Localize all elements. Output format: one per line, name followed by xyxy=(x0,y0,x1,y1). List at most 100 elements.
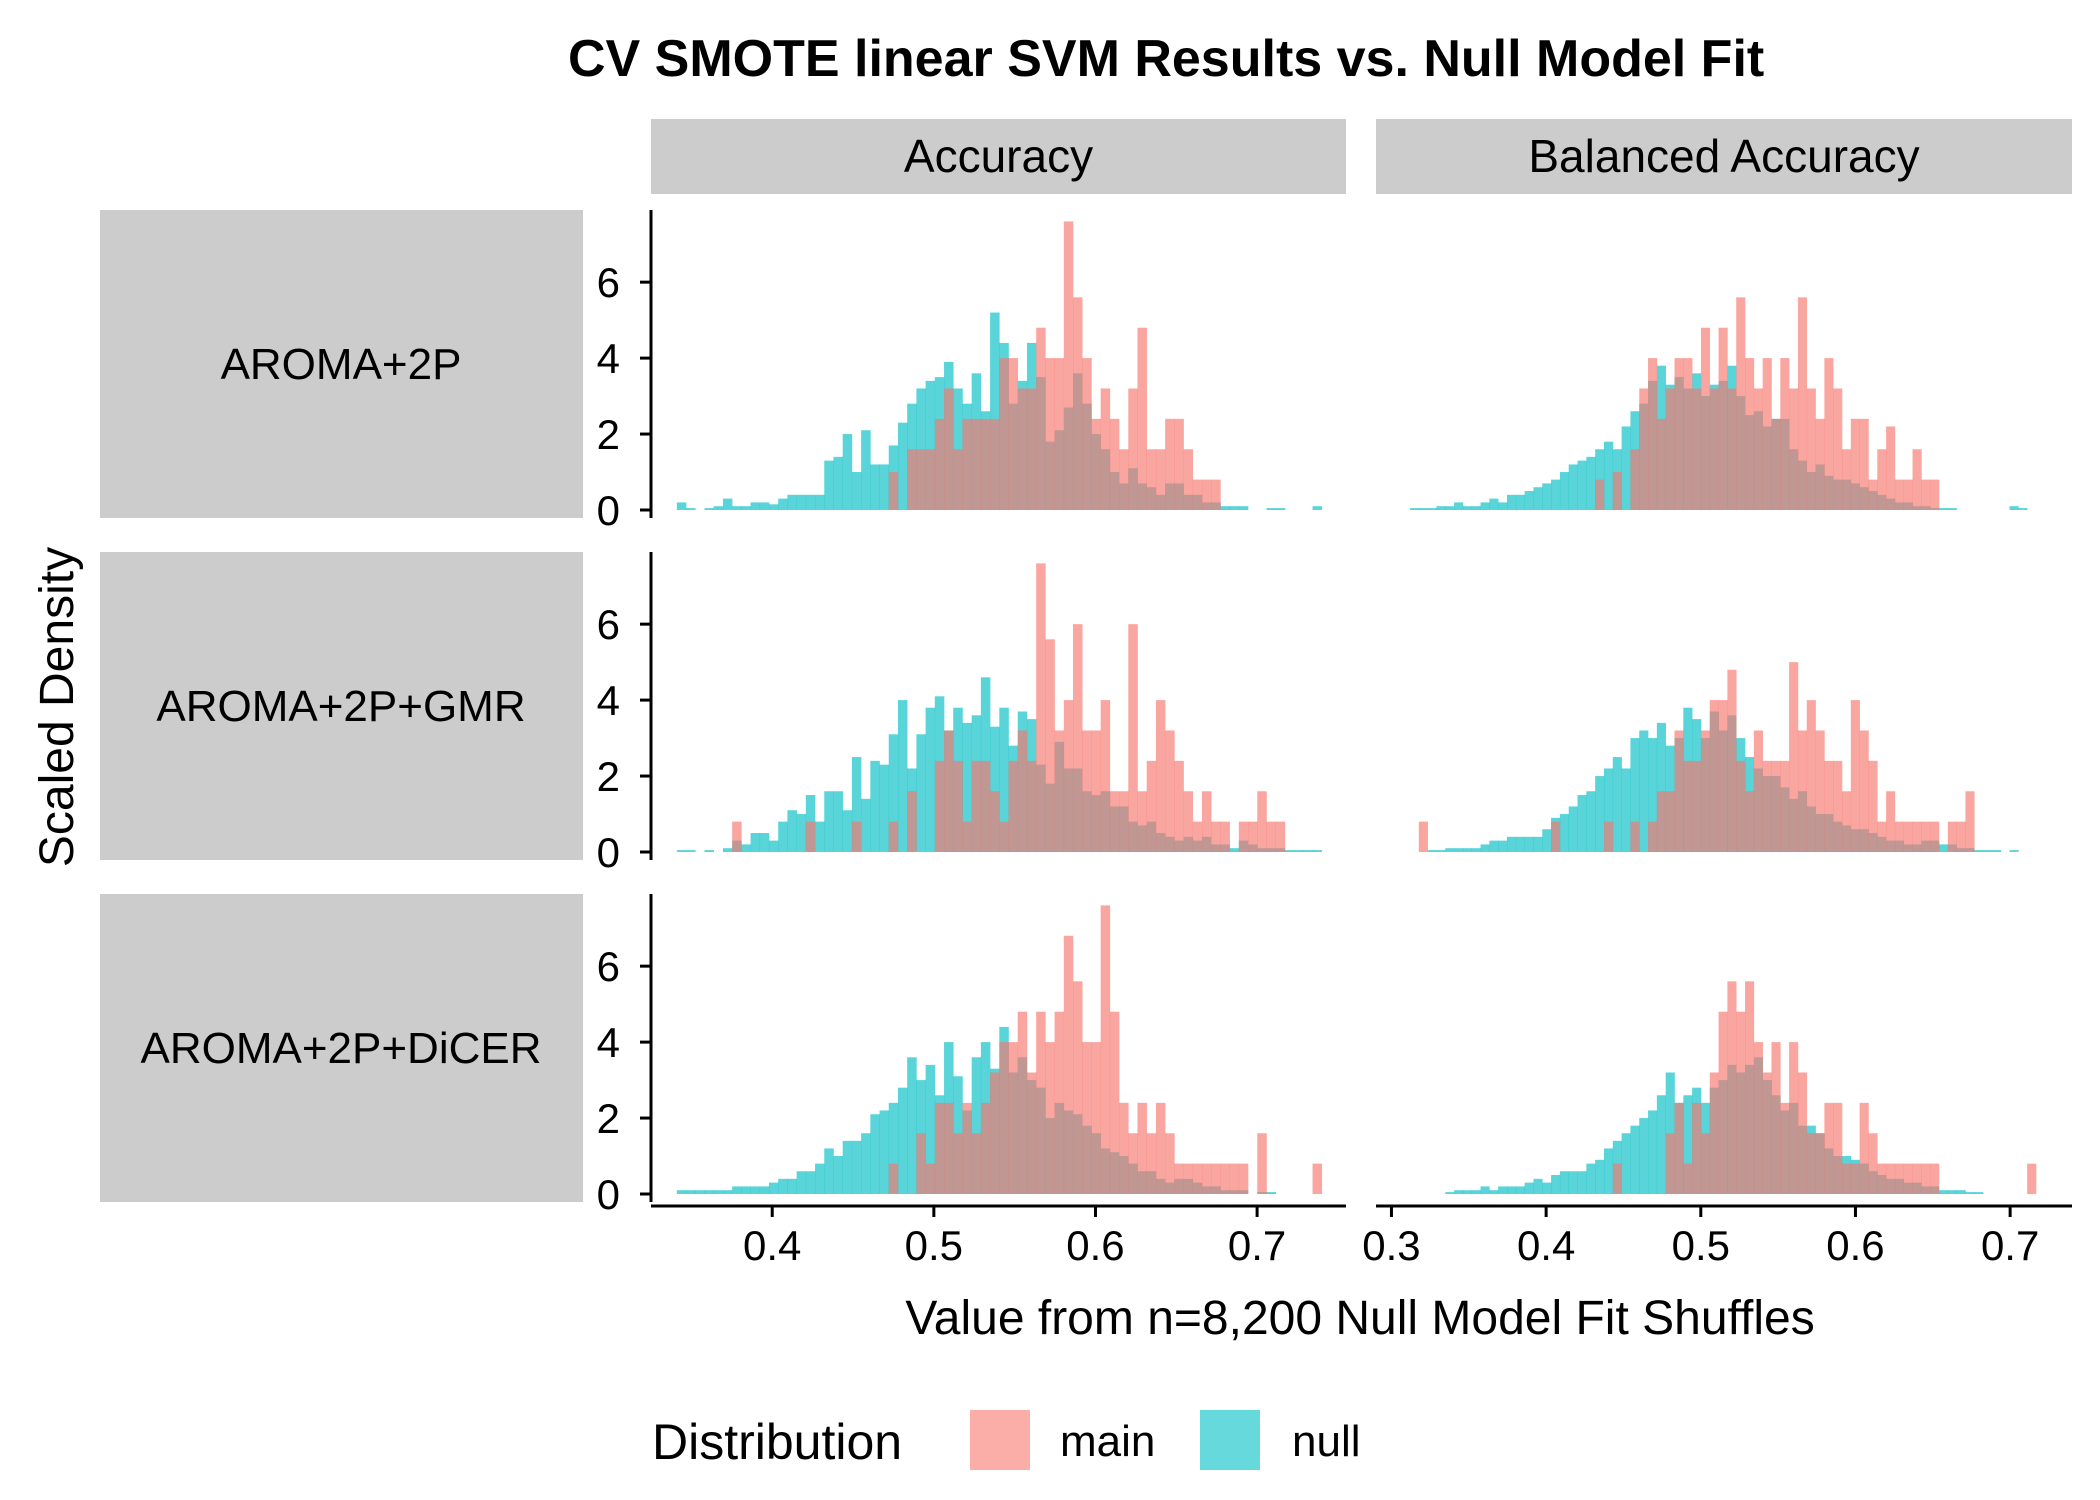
null-bar xyxy=(741,506,751,510)
null-bar xyxy=(796,814,807,852)
y-tick-label: 0 xyxy=(597,829,620,876)
null-bar xyxy=(888,1102,899,1194)
null-bar xyxy=(879,464,890,510)
main-bar xyxy=(990,791,1000,852)
main-bar xyxy=(851,821,862,852)
main-bar xyxy=(1700,730,1711,852)
main-bar xyxy=(971,760,982,852)
main-bar xyxy=(1100,700,1111,852)
null-bar xyxy=(1480,844,1490,852)
null-bar xyxy=(1656,722,1666,852)
main-bar xyxy=(1100,905,1111,1194)
main-bar xyxy=(1091,1042,1101,1194)
main-bar xyxy=(1073,624,1083,852)
main-bar xyxy=(1017,1011,1028,1194)
null-bar xyxy=(686,850,696,852)
main-bar xyxy=(1036,563,1046,852)
main-bar xyxy=(944,1102,954,1194)
main-bar xyxy=(1727,981,1737,1194)
main-bar xyxy=(1877,821,1887,852)
null-bar xyxy=(2018,508,2028,510)
null-bar xyxy=(722,498,733,510)
null-bar xyxy=(971,1057,982,1194)
null-bar xyxy=(1656,1095,1666,1194)
null-bar xyxy=(1559,472,1570,510)
main-bar xyxy=(1771,418,1781,510)
null-bar xyxy=(907,1057,917,1194)
main-bar xyxy=(1155,700,1166,852)
x-axis-accuracy: 0.4 0.5 0.6 0.7 xyxy=(651,1204,1346,1269)
null-bar xyxy=(686,1190,696,1194)
null-bar xyxy=(1266,508,1276,510)
null-bar xyxy=(833,456,843,510)
null-bar xyxy=(925,707,936,852)
main-bar xyxy=(1753,730,1763,852)
main-bar xyxy=(1806,700,1816,852)
null-bar xyxy=(1524,1182,1534,1194)
y-tick-label: 0 xyxy=(597,1171,620,1218)
legend-key-null xyxy=(1200,1410,1260,1470)
main-bar xyxy=(1257,791,1267,852)
main-bar xyxy=(1248,821,1258,852)
main-bar xyxy=(1674,358,1684,510)
null-bar xyxy=(704,508,715,510)
main-bar xyxy=(1762,1072,1772,1194)
main-bar xyxy=(1665,388,1675,510)
main-bar xyxy=(1026,388,1037,510)
main-bar xyxy=(1091,730,1101,852)
main-bar xyxy=(2027,1163,2037,1194)
main-bar xyxy=(916,449,926,510)
null-bar xyxy=(1983,850,1993,852)
main-bar xyxy=(1736,1011,1746,1194)
main-bar xyxy=(1146,449,1157,510)
null-bar xyxy=(1938,844,1949,852)
main-bar xyxy=(1603,821,1614,852)
null-bar xyxy=(990,312,1000,510)
null-bar xyxy=(1427,508,1437,510)
x-tick-label: 0.7 xyxy=(1981,1222,2039,1269)
main-bar xyxy=(1656,418,1666,510)
main-bar xyxy=(1109,418,1120,510)
main-bar xyxy=(1921,821,1931,852)
null-bar xyxy=(1489,840,1499,852)
null-bar xyxy=(824,1148,834,1194)
main-bar xyxy=(1718,327,1728,510)
main-bar xyxy=(1683,358,1693,510)
null-bar xyxy=(778,498,788,510)
null-bar xyxy=(1947,508,1957,510)
null-bar xyxy=(787,494,797,510)
main-bar xyxy=(1137,327,1148,510)
main-bar xyxy=(1965,791,1975,852)
main-bar xyxy=(1833,1102,1843,1194)
main-bar xyxy=(1146,760,1157,852)
main-bar xyxy=(1930,821,1940,852)
main-bar xyxy=(1017,730,1028,852)
null-bar xyxy=(732,506,742,510)
main-bar xyxy=(934,760,945,852)
main-bar xyxy=(962,418,972,510)
main-bar xyxy=(1789,1042,1799,1194)
null-bar xyxy=(805,1171,816,1194)
null-bar xyxy=(1586,1163,1596,1194)
main-bar xyxy=(1903,821,1913,852)
null-bar xyxy=(842,434,853,510)
main-bar xyxy=(1418,821,1428,852)
null-bar xyxy=(1577,795,1587,852)
null-bar xyxy=(1454,502,1464,510)
y-axis-title: Scaled Density xyxy=(31,547,84,867)
main-bar xyxy=(1656,791,1666,852)
main-bar xyxy=(1063,221,1074,510)
null-bar xyxy=(1471,848,1481,852)
null-bar xyxy=(833,791,843,852)
main-bar xyxy=(934,418,945,510)
null-bar xyxy=(879,1110,890,1194)
main-bar xyxy=(1165,1133,1175,1194)
null-bar xyxy=(1595,776,1605,852)
null-bar xyxy=(1648,738,1658,852)
null-bar xyxy=(704,850,715,852)
row-strip-label-aroma-2p-dicer: AROMA+2P+DiCER xyxy=(140,1024,541,1073)
null-bar xyxy=(1418,508,1428,510)
main-bar xyxy=(1229,1163,1240,1194)
null-bar xyxy=(1621,426,1631,510)
main-bar xyxy=(1692,388,1702,510)
